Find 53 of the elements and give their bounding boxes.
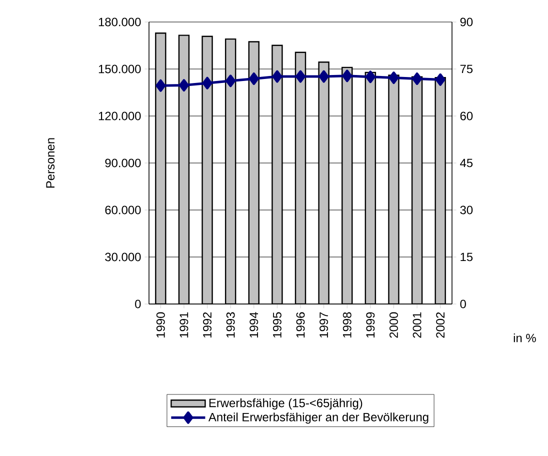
x-tick-label: 1996 — [296, 312, 305, 338]
point — [435, 73, 446, 86]
point — [178, 79, 189, 92]
y2-tick-label: 30 — [460, 206, 473, 214]
bar — [342, 66, 353, 304]
point — [226, 74, 236, 88]
x-tick-label: 1998 — [342, 312, 352, 338]
x-tick-label: 1995 — [272, 312, 282, 338]
point — [248, 72, 259, 85]
x-tick-label: 1993 — [226, 312, 235, 338]
bar — [294, 52, 306, 304]
y-tick-label: 150.000 — [98, 64, 141, 74]
legend-label: Erwerbsfähige (15-<65jährig) — [209, 398, 362, 410]
y-tick-label: 30.000 — [105, 252, 141, 262]
point — [412, 72, 422, 85]
bar — [202, 36, 213, 304]
x-tick-label: 1992 — [203, 312, 212, 338]
x-tick-label: 2000 — [390, 312, 398, 338]
bar — [272, 44, 283, 304]
x-tick-label: 2002 — [436, 312, 445, 338]
point — [296, 70, 306, 83]
y2-axis-title: in % — [514, 333, 536, 342]
y2-tick-label: 15 — [460, 252, 473, 262]
x-tick-label: 1994 — [250, 312, 258, 338]
y-tick-label: 90.000 — [105, 158, 141, 168]
point — [342, 70, 352, 82]
x-tick-label: 1999 — [366, 312, 375, 338]
y-tick-label: 120.000 — [98, 112, 141, 120]
x-tick-label: 1990 — [156, 312, 165, 338]
bar — [248, 41, 260, 304]
bar — [318, 62, 330, 304]
point — [318, 70, 329, 83]
y2-tick-label: 90 — [460, 18, 473, 26]
legend-label: Anteil Erwerbsfähiger an der Bevölkerung — [208, 412, 428, 424]
y-tick-label: 60.000 — [105, 206, 141, 214]
point — [388, 72, 399, 84]
y2-tick-label: 0 — [460, 300, 466, 308]
x-tick-label: 2001 — [412, 312, 422, 338]
y2-tick-label: 60 — [460, 112, 473, 120]
point — [272, 70, 282, 83]
bar — [224, 38, 236, 304]
point — [202, 76, 212, 90]
bar — [155, 32, 166, 304]
x-tick-label: 1991 — [180, 312, 188, 338]
point — [365, 70, 376, 84]
point — [156, 79, 166, 92]
y2-tick-label: 45 — [460, 158, 473, 168]
y-tick-label: 0 — [135, 300, 141, 308]
y-tick-label: 180.000 — [98, 18, 141, 26]
y2-tick-label: 75 — [460, 64, 473, 74]
y-axis-title: Personen — [46, 138, 55, 188]
bar — [178, 34, 190, 304]
x-tick-label: 1997 — [320, 312, 328, 338]
